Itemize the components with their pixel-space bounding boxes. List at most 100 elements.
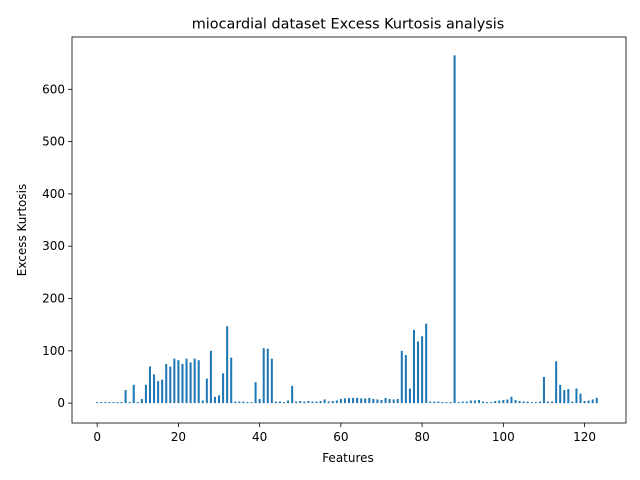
bar (209, 350, 212, 404)
bar (238, 401, 241, 404)
x-axis-ticks: 0 20 40 60 80 100 120 (93, 423, 596, 444)
bar (579, 393, 582, 404)
x-axis-label: Features (322, 451, 374, 465)
bar (226, 326, 229, 404)
bar (494, 401, 497, 404)
bar (282, 402, 286, 404)
bar (477, 399, 480, 404)
bar (563, 390, 566, 404)
bar (112, 402, 115, 404)
bar (319, 401, 322, 404)
y-tick-label: 300 (42, 239, 65, 253)
bar (551, 401, 554, 404)
bar (384, 397, 387, 404)
bar (266, 348, 269, 404)
bar (161, 379, 164, 404)
bar (173, 358, 176, 404)
y-tick-label: 400 (42, 187, 65, 201)
x-tick-label: 120 (573, 430, 596, 444)
bar (542, 376, 545, 404)
bar (400, 350, 403, 404)
bar (473, 400, 476, 404)
bar (587, 400, 590, 404)
bar (193, 358, 196, 404)
bar (116, 402, 119, 404)
bar (140, 398, 143, 404)
bar (445, 402, 448, 404)
bar (323, 399, 326, 404)
bar (246, 402, 249, 404)
bar (425, 323, 428, 404)
bar (559, 384, 562, 404)
bar (449, 402, 452, 404)
bar (575, 388, 578, 404)
bar (465, 401, 468, 404)
bar (360, 398, 363, 404)
bar (108, 402, 111, 404)
bar (230, 357, 233, 404)
bar (177, 360, 180, 404)
bar (307, 401, 310, 404)
y-tick-label: 600 (42, 82, 65, 96)
bar (262, 348, 265, 404)
bar (461, 401, 464, 404)
x-tick-label: 60 (333, 430, 348, 444)
bar (356, 397, 359, 404)
x-tick-label: 40 (252, 430, 267, 444)
bar (490, 402, 493, 404)
bar (311, 401, 314, 404)
bar (315, 401, 318, 404)
plot-frame (71, 36, 627, 424)
bar (254, 382, 257, 404)
bar (376, 399, 379, 404)
bar (234, 401, 237, 404)
bar (469, 400, 472, 404)
bar (104, 402, 107, 404)
bar (510, 396, 513, 404)
bar (274, 401, 277, 404)
bar (482, 401, 485, 404)
bar (144, 384, 147, 404)
x-tick-label: 20 (171, 430, 186, 444)
x-tick-label: 0 (93, 430, 101, 444)
bar (547, 401, 550, 404)
bar (181, 363, 184, 404)
bar (591, 399, 594, 404)
bar (530, 402, 533, 404)
bar (595, 397, 598, 404)
y-tick-label: 0 (57, 396, 65, 410)
bar (453, 55, 456, 404)
bar (486, 402, 489, 404)
bar (380, 399, 383, 404)
bar (364, 398, 367, 404)
bar (392, 399, 395, 404)
bar (368, 397, 371, 404)
bar (498, 400, 501, 404)
y-axis-label: Excess Kurtosis (15, 184, 29, 276)
bar (526, 401, 529, 404)
bar (205, 378, 208, 404)
bar (218, 395, 221, 404)
bar (343, 398, 346, 404)
bar (412, 329, 416, 404)
bar (242, 401, 245, 404)
bar (213, 396, 216, 404)
bar (222, 373, 225, 404)
bar (352, 397, 355, 404)
bar (571, 401, 574, 404)
bar (417, 341, 420, 404)
bar (169, 366, 172, 404)
bar (433, 401, 436, 404)
bar (518, 401, 521, 404)
bar (278, 401, 281, 404)
bar (132, 384, 135, 404)
bar (197, 360, 200, 404)
bar (388, 398, 391, 404)
chart-title: miocardial dataset Excess Kurtosis analy… (192, 17, 504, 33)
bar (185, 358, 188, 404)
bar (153, 374, 156, 404)
bar (157, 381, 160, 404)
bar (335, 400, 338, 404)
bar (347, 397, 351, 404)
